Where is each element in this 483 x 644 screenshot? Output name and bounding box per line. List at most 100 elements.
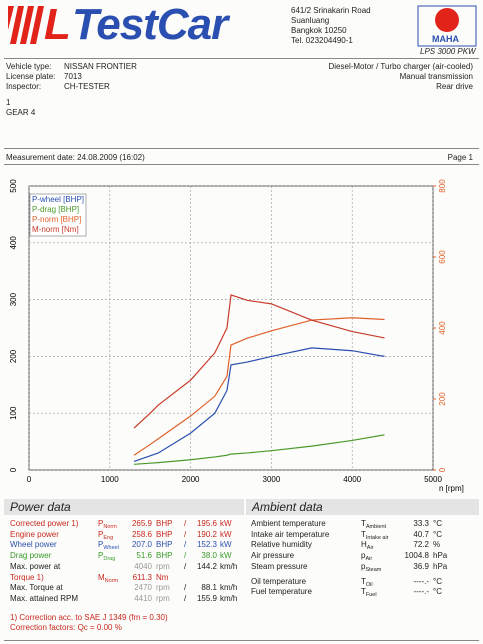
symbol-sub: Intake air — [365, 534, 389, 541]
row-symbol: HAir — [361, 540, 374, 551]
value: ----.- — [413, 576, 429, 586]
legend-entry: M-norm [Nm] — [32, 225, 79, 234]
unit: hPa — [433, 561, 448, 571]
row-label: Oil temperature — [251, 576, 307, 586]
separator: / — [184, 593, 187, 603]
row-label: Max. Torque at — [10, 583, 63, 593]
maha-logo: MAHA — [432, 34, 459, 44]
symbol: M — [98, 572, 105, 582]
field-label: License plate: — [6, 72, 56, 81]
y-tick-label: 0 — [9, 467, 18, 472]
address-line: Bangkok 10250 — [291, 26, 347, 35]
series-line — [133, 317, 385, 456]
run-info: 1 GEAR 4 — [6, 98, 35, 118]
value: 190.2 — [196, 529, 217, 539]
row-symbol: PWheel — [98, 540, 119, 551]
symbol-sub: Eng — [103, 534, 114, 541]
symbol-sub: Oil — [365, 581, 373, 588]
value: 38.0 — [201, 551, 217, 561]
unit: % — [433, 540, 441, 550]
row-symbol: pAir — [361, 551, 372, 562]
row-label: Wheel power — [10, 540, 57, 550]
symbol: P — [98, 551, 104, 561]
row-label: Max. attained RPM — [10, 593, 79, 603]
measurement-date: Measurement date: 24.08.2009 (16:02) — [6, 153, 145, 162]
address-line: Suanluang — [291, 16, 330, 25]
row-label: Relative humidity — [251, 540, 312, 550]
vehicle-field: License plate: 7013 — [6, 72, 137, 82]
unit: BHP — [156, 519, 173, 528]
symbol: T — [361, 576, 366, 586]
spec-line: Rear drive — [436, 82, 473, 91]
row-label: Max. power at — [10, 561, 61, 571]
value: 40.7 — [413, 529, 429, 539]
unit: rpm — [156, 561, 170, 571]
row-label: Ambient temperature — [251, 519, 326, 528]
value: 1004.8 — [404, 551, 429, 561]
y-tick-label: 100 — [9, 406, 18, 420]
legend-entry: P-wheel [BHP] — [32, 195, 84, 204]
row-symbol: TOil — [361, 577, 373, 588]
legend-box — [29, 193, 87, 237]
row-symbol: PDrag — [98, 551, 115, 562]
value: 207.0 — [131, 540, 152, 550]
y2-tick-label: 0 — [438, 467, 447, 472]
series-line — [133, 294, 385, 429]
value: 72.2 — [413, 540, 429, 550]
value: 2470 — [134, 583, 152, 593]
x-tick-label: 5000 — [424, 475, 442, 484]
y-tick-label: 200 — [9, 349, 18, 363]
row-symbol: TFuel — [361, 587, 377, 598]
separator: / — [184, 529, 187, 539]
unit: °C — [433, 519, 442, 528]
vehicle-info: Vehicle type: NISSAN FRONTIER License plat… — [6, 62, 137, 92]
x-tick-label: 1000 — [101, 475, 119, 484]
y2-tick-label: 800 — [438, 179, 447, 193]
symbol: p — [361, 561, 366, 571]
y2-tick-label: 600 — [438, 250, 447, 264]
row-label: Intake air temperature — [251, 529, 330, 539]
symbol-sub: Ambient — [365, 524, 387, 530]
symbol-sub: Air — [366, 545, 374, 552]
value: 155.9 — [196, 593, 217, 603]
unit: kW — [220, 551, 232, 561]
vehicle-field: Vehicle type: NISSAN FRONTIER — [6, 62, 137, 72]
unit: °C — [433, 529, 442, 539]
series-line — [133, 347, 385, 463]
value: 611.3 — [132, 572, 152, 582]
separator: / — [184, 583, 187, 593]
value: 33.3 — [413, 519, 429, 528]
separator: / — [184, 561, 187, 571]
field-value: CH-TESTER — [64, 82, 110, 91]
address-line: Tel. 023204490-1 — [291, 36, 353, 45]
row-symbol: PNorm — [98, 519, 117, 530]
address: 641/2 Srinakarin Road Suanluang Bangkok 10… — [291, 6, 371, 46]
symbol-sub: Norm — [104, 577, 119, 584]
x-axis-label: n [rpm] — [439, 484, 464, 493]
x-tick-label: 4000 — [343, 475, 361, 484]
unit: kW — [220, 540, 232, 550]
separator: / — [184, 551, 187, 561]
unit: °C — [433, 587, 442, 597]
value: 88.1 — [201, 583, 217, 593]
footnote: Correction factors: Qc = 0.00 % — [10, 623, 122, 632]
row-symbol: TAmbient — [361, 519, 386, 530]
row-symbol: MNorm — [98, 573, 118, 584]
footnote: 1) Correction acc. to SAE J 1349 (fm = 0… — [10, 613, 168, 622]
unit: BHP — [156, 529, 173, 539]
symbol: H — [361, 540, 367, 550]
row-symbol: PEng — [98, 530, 113, 541]
field-value: NISSAN FRONTIER — [64, 62, 137, 71]
value: 51.6 — [136, 551, 152, 561]
symbol-sub: Drag — [103, 556, 116, 563]
run-line: 1 — [6, 98, 11, 107]
unit: km/h — [220, 583, 238, 593]
power-title: Power data — [4, 499, 244, 515]
spec-line: Manual transmission — [399, 72, 473, 81]
value: 152.3 — [196, 540, 217, 550]
page-number: Page 1 — [447, 153, 473, 162]
unit: rpm — [156, 583, 170, 593]
value: 258.6 — [131, 529, 152, 539]
unit: BHP — [156, 551, 173, 561]
row-label: Drag power — [10, 551, 52, 561]
